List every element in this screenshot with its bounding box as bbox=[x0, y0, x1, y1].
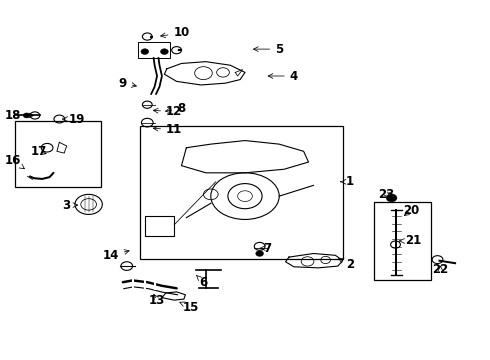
Text: 2: 2 bbox=[339, 258, 354, 271]
Circle shape bbox=[160, 49, 168, 54]
Text: 19: 19 bbox=[63, 113, 85, 126]
Text: 7: 7 bbox=[260, 242, 271, 255]
Text: 11: 11 bbox=[153, 123, 182, 136]
Bar bbox=[145, 216, 174, 235]
Circle shape bbox=[386, 194, 397, 202]
Text: 18: 18 bbox=[5, 109, 34, 122]
Circle shape bbox=[141, 49, 149, 54]
Text: 12: 12 bbox=[153, 105, 182, 118]
Text: 8: 8 bbox=[166, 102, 186, 115]
Text: 20: 20 bbox=[403, 204, 419, 217]
Text: 13: 13 bbox=[149, 294, 165, 307]
Text: 3: 3 bbox=[63, 199, 78, 212]
Text: 4: 4 bbox=[268, 69, 298, 82]
Bar bbox=[140, 126, 343, 259]
Text: 10: 10 bbox=[161, 27, 190, 40]
Text: 9: 9 bbox=[119, 77, 136, 90]
Text: 1: 1 bbox=[341, 175, 354, 188]
Text: 6: 6 bbox=[196, 275, 208, 289]
Text: 16: 16 bbox=[4, 154, 24, 169]
Text: 14: 14 bbox=[102, 249, 129, 262]
Bar bbox=[15, 121, 101, 187]
Text: 21: 21 bbox=[400, 234, 422, 247]
Text: 5: 5 bbox=[253, 42, 283, 55]
Text: 17: 17 bbox=[31, 145, 47, 158]
Text: 22: 22 bbox=[432, 263, 448, 276]
Circle shape bbox=[256, 251, 264, 256]
Text: 15: 15 bbox=[180, 301, 199, 314]
Bar bbox=[374, 202, 431, 280]
Circle shape bbox=[23, 113, 30, 118]
Bar bbox=[139, 42, 170, 58]
Text: 23: 23 bbox=[379, 188, 395, 201]
